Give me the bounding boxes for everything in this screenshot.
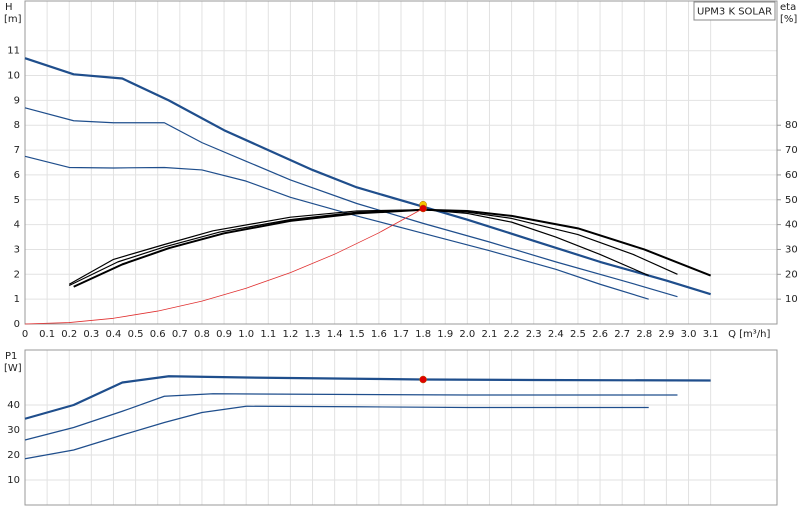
y2-axis-label: eta [780, 2, 796, 13]
x-tick-label: 1.1 [260, 329, 276, 340]
x-tick-label: 2.3 [526, 329, 542, 340]
curve [24, 405, 649, 460]
curve [24, 155, 649, 300]
y-axis-unit: [m] [4, 14, 22, 25]
curve [24, 57, 711, 296]
y-axis-unit: [W] [4, 363, 22, 374]
curve [24, 393, 678, 441]
y-tick-label: 10 [7, 475, 20, 486]
x-tick-label: 3.0 [681, 329, 697, 340]
x-tick-label: 2.4 [548, 329, 564, 340]
y-tick-label: 0 [14, 319, 20, 330]
title-box [693, 1, 776, 21]
x-tick-label: 1.0 [238, 329, 254, 340]
x-tick-label: 0.1 [39, 329, 55, 340]
curve [68, 209, 649, 285]
y2-tick-label: 10 [785, 294, 798, 305]
x-tick-label: 2.0 [459, 329, 475, 340]
x-tick-label: 2.5 [570, 329, 586, 340]
plot-frame [24, 349, 778, 506]
x-tick-label: 0.5 [128, 329, 144, 340]
x-tick-label: 1.7 [393, 329, 409, 340]
curve [68, 209, 678, 287]
y2-tick-label: 50 [785, 195, 798, 206]
y-tick-label: 30 [7, 425, 20, 436]
x-tick-label: 0.4 [106, 329, 122, 340]
x-axis-label: Q [m³/h] [728, 329, 770, 340]
y-tick-label: 8 [14, 120, 20, 131]
plot-frame [24, 0, 778, 325]
x-tick-label: 1.2 [282, 329, 298, 340]
x-tick-label: 1.3 [305, 329, 321, 340]
x-tick-label: 2.7 [614, 329, 630, 340]
y-tick-label: 10 [7, 71, 20, 82]
y-axis-label: P1 [5, 351, 17, 362]
x-tick-label: 0.7 [172, 329, 188, 340]
duty-point [419, 375, 427, 384]
y-tick-label: 4 [14, 220, 20, 231]
y2-axis-unit: [%] [780, 14, 797, 25]
x-tick-label: 0.8 [194, 329, 210, 340]
x-tick-label: 0 [22, 329, 28, 340]
curve [24, 208, 424, 325]
y-axis-label: H [5, 2, 13, 13]
curve [24, 375, 711, 420]
x-tick-label: 2.1 [482, 329, 498, 340]
y-tick-label: 6 [14, 170, 20, 181]
y-tick-label: 1 [14, 294, 20, 305]
curve [73, 208, 712, 288]
y2-tick-label: 20 [785, 269, 798, 280]
x-tick-label: 2.8 [636, 329, 652, 340]
x-tick-label: 1.5 [349, 329, 365, 340]
x-tick-label: 1.8 [415, 329, 431, 340]
x-tick-label: 2.9 [658, 329, 674, 340]
y-tick-label: 3 [14, 244, 20, 255]
y2-tick-label: 80 [785, 120, 798, 131]
y2-tick-label: 70 [785, 145, 798, 156]
x-tick-label: 3.1 [703, 329, 719, 340]
chart-title: UPM3 K SOLAR [697, 7, 772, 18]
x-tick-label: 2.6 [592, 329, 608, 340]
y-tick-label: 5 [14, 195, 20, 206]
x-tick-label: 1.9 [437, 329, 453, 340]
x-tick-label: 0.9 [216, 329, 232, 340]
y2-tick-label: 40 [785, 220, 798, 231]
y-tick-label: 9 [14, 95, 20, 106]
x-tick-label: 0.6 [150, 329, 166, 340]
x-tick-label: 0.3 [83, 329, 99, 340]
y-tick-label: 2 [14, 269, 20, 280]
y2-tick-label: 60 [785, 170, 798, 181]
x-tick-label: 0.2 [61, 329, 77, 340]
x-tick-label: 1.4 [327, 329, 343, 340]
y2-tick-label: 30 [785, 244, 798, 255]
y-tick-label: 20 [7, 450, 20, 461]
duty-point [419, 204, 427, 213]
y-tick-label: 11 [7, 46, 20, 57]
curve [24, 107, 678, 298]
y-tick-label: 40 [7, 400, 20, 411]
x-tick-label: 1.6 [371, 329, 387, 340]
y-tick-label: 7 [14, 145, 20, 156]
x-tick-label: 2.2 [504, 329, 520, 340]
